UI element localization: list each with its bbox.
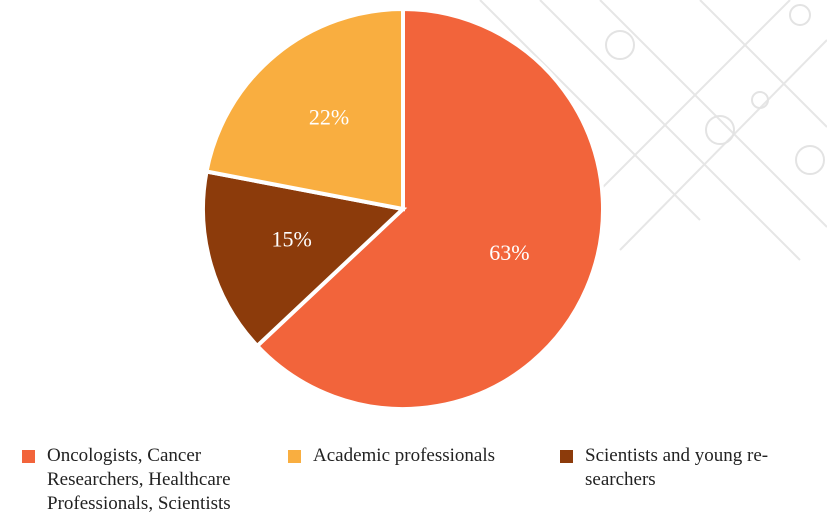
- pie: 63% 15% 22%: [203, 9, 603, 409]
- slice-label: 15%: [271, 226, 311, 251]
- legend-item: Scientists and young re-searchers: [560, 444, 825, 492]
- page: 63% 15% 22% Oncologists, Cancer Researcher…: [0, 0, 827, 527]
- legend-item: Oncologists, Cancer Researchers, Healthc…: [22, 444, 297, 516]
- legend-swatch: [22, 450, 35, 463]
- legend-label: Academic professionals: [313, 444, 573, 468]
- legend-swatch: [288, 450, 301, 463]
- slice-label: 22%: [309, 105, 349, 130]
- legend-label: Oncologists, Cancer Researchers, Healthc…: [47, 444, 297, 516]
- legend-swatch: [560, 450, 573, 463]
- legend-label: Scientists and young re-searchers: [585, 444, 825, 492]
- legend-item: Academic professionals: [288, 444, 573, 468]
- chart: 63% 15% 22%: [0, 0, 827, 440]
- slice-label: 63%: [489, 240, 529, 265]
- pie-slice: [207, 9, 403, 209]
